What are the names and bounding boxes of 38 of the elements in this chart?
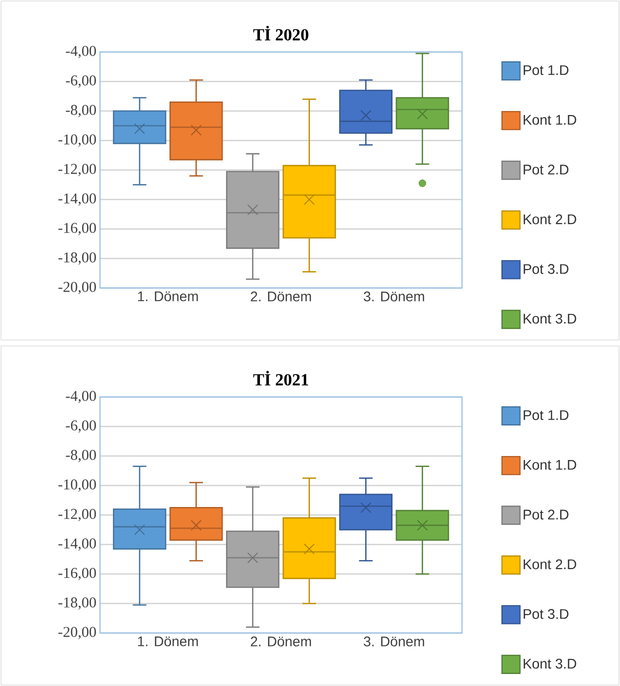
x-tick-label: 1. Dönem	[138, 636, 198, 646]
chart-title: Tİ 2020	[253, 26, 308, 41]
legend-label: Pot 3.D	[524, 609, 568, 619]
legend-label: Kont 3.D	[524, 658, 576, 669]
y-tick-label: -18,00	[58, 252, 96, 265]
y-tick-label: -8,00	[66, 104, 96, 118]
x-tick-label: 3. Dönem	[364, 636, 424, 646]
x-tick-label: 2. Dönem	[250, 292, 311, 302]
y-tick-label: -10,00	[58, 134, 96, 147]
legend-label: Pot 1.D	[524, 410, 568, 420]
legend-label: Pot 2.D	[524, 164, 568, 175]
x-tick-label: 3. Dönem	[364, 292, 424, 302]
y-tick-label: -4,00	[66, 46, 96, 58]
y-tick-label: -12,00	[58, 164, 96, 176]
y-tick-label: -14,00	[58, 538, 96, 551]
y-tick-label: -4,00	[66, 390, 96, 404]
x-tick-label: 1. Dönem	[138, 292, 198, 302]
y-tick-label: -6,00	[66, 75, 96, 88]
y-tick-label: -20,00	[58, 626, 96, 640]
legend-label: Kont 2.D	[524, 559, 576, 570]
y-tick-label: -18,00	[58, 597, 96, 610]
legend-label: Kont 2.D	[524, 214, 576, 224]
legend-label: Pot 1.D	[524, 65, 568, 76]
x-tick-label: 2. Dönem	[250, 636, 311, 646]
y-tick-label: -10,00	[58, 479, 96, 492]
y-tick-label: -14,00	[58, 193, 96, 206]
y-tick-label: -6,00	[66, 420, 96, 433]
y-tick-label: -8,00	[66, 450, 96, 462]
legend-label: Kont 1.D	[524, 115, 576, 125]
legend-label: Pot 2.D	[524, 510, 568, 520]
legend-label: Pot 3.D	[524, 264, 568, 274]
y-tick-label: -12,00	[58, 508, 96, 522]
y-tick-label: -16,00	[58, 568, 96, 580]
chart-title: Tİ 2021	[253, 370, 308, 386]
legend-label: Kont 3.D	[524, 314, 576, 324]
y-tick-label: -20,00	[58, 282, 96, 294]
y-tick-label: -16,00	[58, 222, 96, 236]
legend-label: Kont 1.D	[524, 460, 576, 470]
